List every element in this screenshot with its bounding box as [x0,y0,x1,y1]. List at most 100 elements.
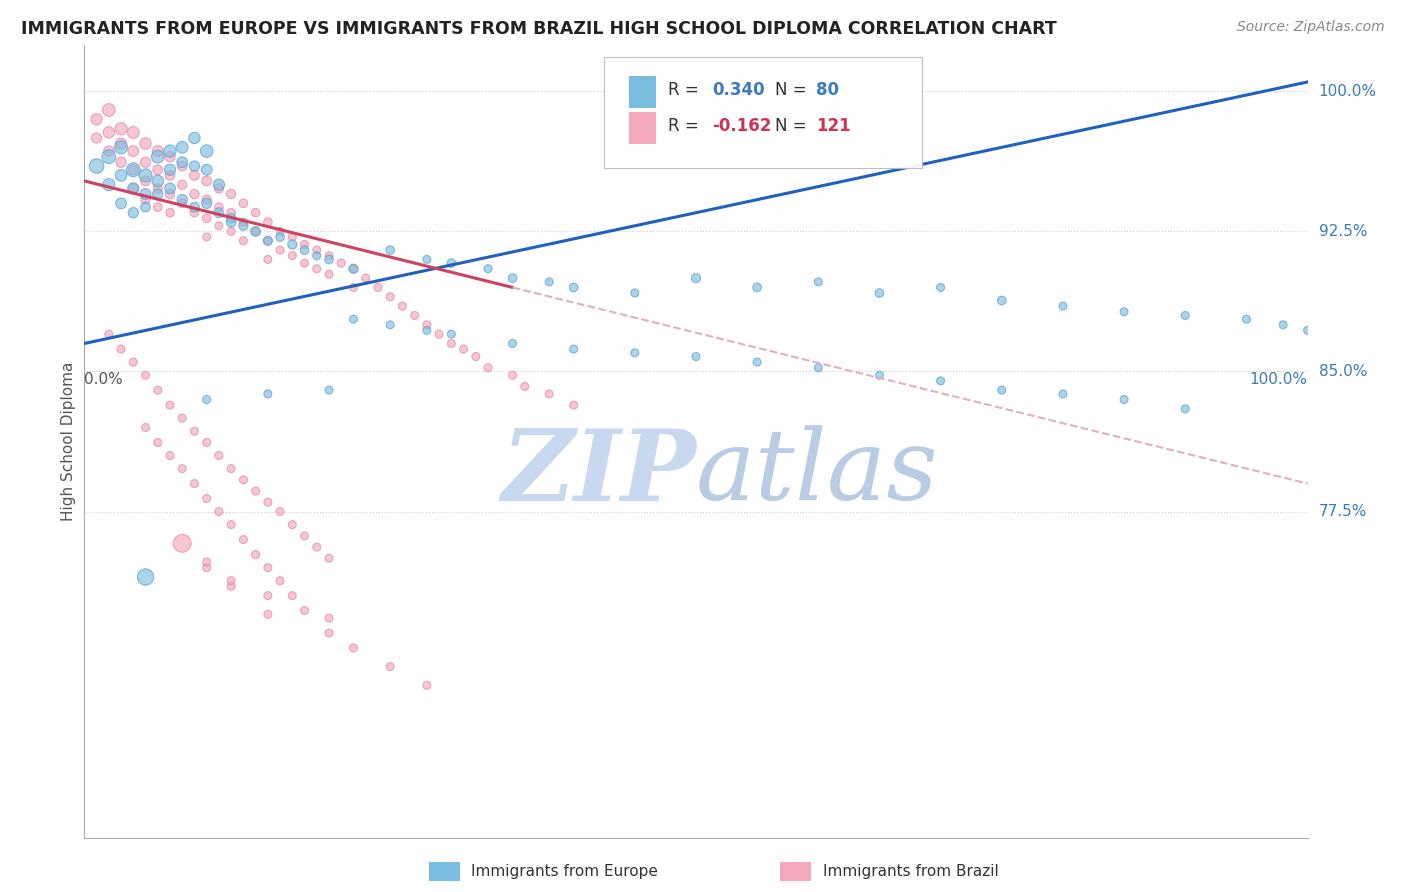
Text: 0.0%: 0.0% [84,372,124,386]
Point [269,224,291,238]
Point [257,560,280,574]
Point [269,243,291,257]
Point [318,268,340,282]
Point [146,181,169,195]
Point [146,200,169,214]
Point [245,483,267,498]
Point [159,144,181,158]
Point [991,383,1014,397]
Point [97,125,120,139]
Point [195,211,218,226]
Point [219,215,242,229]
Point [427,327,450,342]
Point [110,136,132,151]
Point [135,200,157,214]
Point [122,181,145,195]
Point [624,346,647,360]
Point [502,336,524,351]
Point [172,155,194,169]
Point [294,256,316,270]
Point [354,271,377,285]
Point [208,219,231,233]
Text: 77.5%: 77.5% [1319,504,1367,519]
Point [416,323,439,337]
Point [440,336,463,351]
Point [991,293,1014,308]
Point [208,181,231,195]
Point [453,342,475,356]
FancyBboxPatch shape [605,56,922,168]
Point [110,196,132,211]
Point [208,200,231,214]
Point [257,215,280,229]
Point [305,261,328,276]
Point [502,271,524,285]
Point [159,398,181,412]
Point [219,461,242,475]
Point [807,360,830,375]
Point [624,286,647,301]
Point [318,551,340,566]
Point [538,387,561,401]
Point [342,312,364,326]
Point [342,640,364,655]
Point [122,125,145,139]
Point [135,169,157,183]
Point [135,570,157,584]
Point [195,144,218,158]
Point [110,169,132,183]
Point [305,249,328,263]
Point [219,224,242,238]
Point [135,420,157,434]
Point [342,280,364,294]
Point [232,473,254,487]
Point [257,234,280,248]
Point [281,589,304,603]
Point [146,162,169,177]
Point [195,174,218,188]
Point [183,159,205,173]
Point [929,280,952,294]
Text: 0.340: 0.340 [711,81,765,99]
Point [257,607,280,622]
Point [869,286,891,301]
Point [219,187,242,202]
Text: 80: 80 [815,81,839,99]
Y-axis label: High School Diploma: High School Diploma [60,362,76,521]
Point [122,162,145,177]
Point [135,187,157,202]
Point [195,435,218,450]
Point [232,234,254,248]
Point [1174,309,1197,323]
Point [257,589,280,603]
Point [257,234,280,248]
Point [183,131,205,145]
Point [440,327,463,342]
Point [269,230,291,244]
Point [183,476,205,491]
Point [135,136,157,151]
Text: ZIP: ZIP [501,425,696,522]
Point [97,178,120,192]
Point [135,155,157,169]
Point [562,342,585,356]
Point [281,249,304,263]
Point [122,181,145,195]
Text: R =: R = [668,81,704,99]
Point [86,131,108,145]
Point [172,159,194,173]
Point [195,196,218,211]
Point [1114,304,1136,318]
Point [97,327,120,342]
Point [195,555,218,569]
Point [208,449,231,463]
Point [183,200,205,214]
Text: 100.0%: 100.0% [1250,372,1308,386]
Point [232,196,254,211]
Point [97,103,120,117]
Point [513,379,536,393]
Point [232,219,254,233]
Point [159,187,181,202]
Point [1272,318,1295,332]
Point [342,261,364,276]
